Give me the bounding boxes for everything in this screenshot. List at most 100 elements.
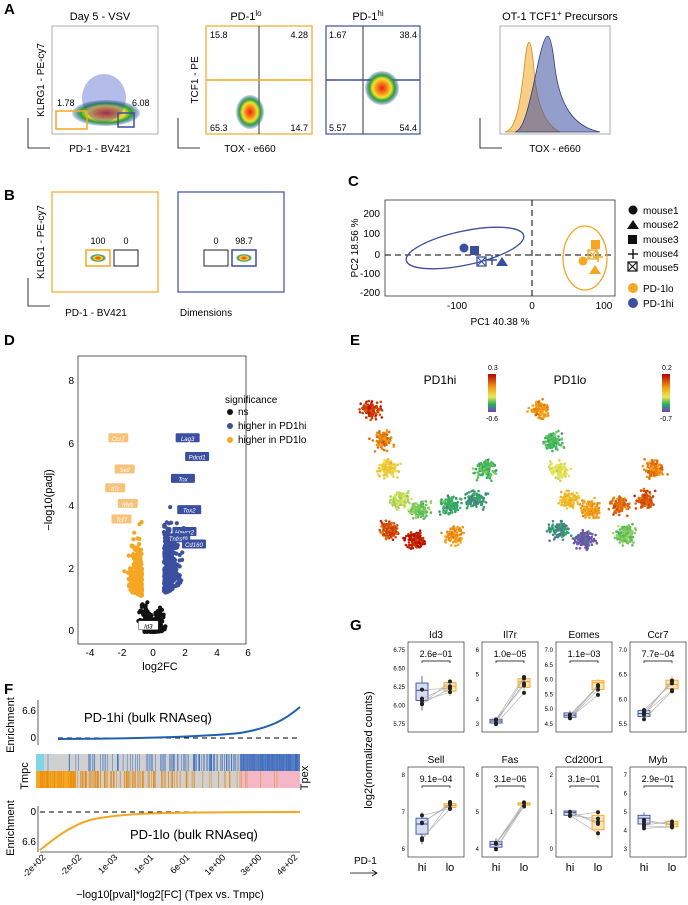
umap-cell — [553, 530, 557, 534]
volcano-point — [122, 569, 127, 574]
g-pair-line — [643, 689, 673, 714]
umap-cell — [375, 406, 379, 410]
c-plot-frame — [384, 199, 616, 297]
umap-cell — [442, 511, 445, 514]
g-frame — [407, 641, 465, 733]
d-ytick: 6 — [68, 439, 74, 450]
c-legend-boxcross-icon — [627, 261, 638, 272]
c-ellipse-hi — [405, 226, 525, 270]
g-pair-line — [643, 821, 673, 826]
g-pd1-label: PD-1 — [354, 856, 377, 867]
umap-cell — [634, 502, 637, 505]
c-xtick: -100 — [447, 301, 467, 312]
umap-cell — [482, 463, 485, 466]
g-pair-line — [421, 808, 451, 839]
umap-cell — [642, 487, 646, 491]
a3-q-bl: 5.57 — [329, 123, 347, 133]
volcano-label-box — [108, 433, 129, 443]
umap-cell — [364, 408, 367, 411]
umap-cell — [585, 543, 589, 547]
g-boxplot-myb: Myb 2.9e−01 7 6 5 4 3 hi lo — [624, 755, 687, 874]
f-rank-bar-top — [36, 754, 300, 771]
e-umap-hi — [358, 399, 498, 550]
umap-cell — [482, 496, 486, 500]
g-ytick: 2 — [550, 773, 554, 779]
panel-d: D Pdcd1ToxTox2Havcr2Tnfrsf9Cd160Lag3Ccr7… — [4, 332, 307, 673]
umap-cell — [563, 498, 566, 501]
g-point — [670, 689, 674, 694]
umap-cell — [623, 539, 627, 542]
umap-cell — [450, 498, 454, 502]
g-gene-name: Il7r — [503, 630, 518, 641]
a1-frame — [51, 25, 159, 135]
umap-cell — [546, 439, 550, 443]
f-right-label: Tpex — [299, 765, 311, 790]
umap-cell — [579, 506, 583, 510]
umap-cell — [450, 501, 454, 504]
e-scale1-max: 0.3 — [488, 365, 498, 372]
c-legend-label: mouse1 — [643, 206, 679, 217]
g-point — [420, 821, 424, 826]
umap-cell — [395, 491, 399, 494]
umap-cell — [620, 509, 624, 513]
a3-title: PD-1hi — [352, 9, 384, 23]
umap-cell — [613, 505, 616, 509]
umap-cell — [376, 446, 380, 449]
umap-cell — [643, 457, 646, 461]
umap-cell — [383, 477, 386, 480]
d-volcano-labels: Pdcd1ToxTox2Havcr2Tnfrsf9Cd160Lag3Ccr7Se… — [105, 433, 210, 630]
umap-cell — [475, 492, 479, 496]
umap-cell — [375, 435, 379, 439]
umap-cell — [382, 534, 386, 537]
umap-cell — [386, 457, 390, 461]
volcano-point — [164, 574, 169, 579]
b1-right-value: 0 — [123, 236, 128, 246]
umap-cell — [556, 463, 559, 467]
g-point — [522, 676, 526, 681]
g-boxplot-eomes: Eomes 1.1e−03 7.0 6.5 6.0 5.5 5.0 4.5 — [545, 630, 613, 733]
umap-cell — [631, 536, 634, 539]
g-point — [448, 801, 452, 806]
g-frame — [555, 641, 613, 733]
umap-cell — [380, 521, 384, 525]
volcano-point — [126, 553, 131, 558]
umap-cell — [539, 404, 542, 408]
umap-cell — [425, 514, 428, 518]
umap-cell — [559, 479, 562, 483]
volcano-point — [162, 543, 167, 549]
umap-cell — [582, 499, 586, 503]
umap-cell — [567, 527, 570, 531]
g-pd1-arrow-icon — [350, 869, 378, 877]
umap-cell — [547, 523, 551, 526]
volcano-point — [158, 617, 163, 622]
umap-cell — [416, 515, 420, 519]
umap-cell — [485, 463, 488, 467]
d-xticks: -4 -2 0 2 4 6 — [86, 648, 252, 659]
umap-cell — [471, 467, 475, 470]
umap-cell — [422, 541, 426, 544]
umap-cell — [560, 535, 564, 539]
umap-cell — [639, 489, 643, 492]
f-ylabel-top: Enrichment — [5, 697, 17, 753]
umap-cell — [617, 502, 620, 506]
g-pair-line — [643, 819, 673, 826]
c-point-hi-mouse3 — [470, 246, 479, 255]
umap-cell — [390, 470, 394, 474]
umap-cell — [397, 532, 400, 536]
umap-cell — [613, 511, 616, 514]
g-point — [522, 803, 526, 808]
g-ylabel: log2(normalized counts) — [363, 691, 375, 808]
volcano-point — [132, 530, 137, 535]
umap-cell — [540, 402, 544, 406]
g-ytick: 5 — [476, 810, 480, 816]
umap-cell — [646, 465, 650, 469]
umap-cell — [655, 459, 659, 463]
volcano-point — [161, 612, 166, 617]
umap-cell — [454, 509, 457, 512]
volcano-label-lo: Myb — [122, 502, 134, 508]
umap-cell — [358, 411, 362, 414]
c-ylabel: PC2 18.56 % — [350, 218, 361, 277]
umap-cell — [463, 496, 467, 500]
umap-cell — [420, 505, 424, 508]
